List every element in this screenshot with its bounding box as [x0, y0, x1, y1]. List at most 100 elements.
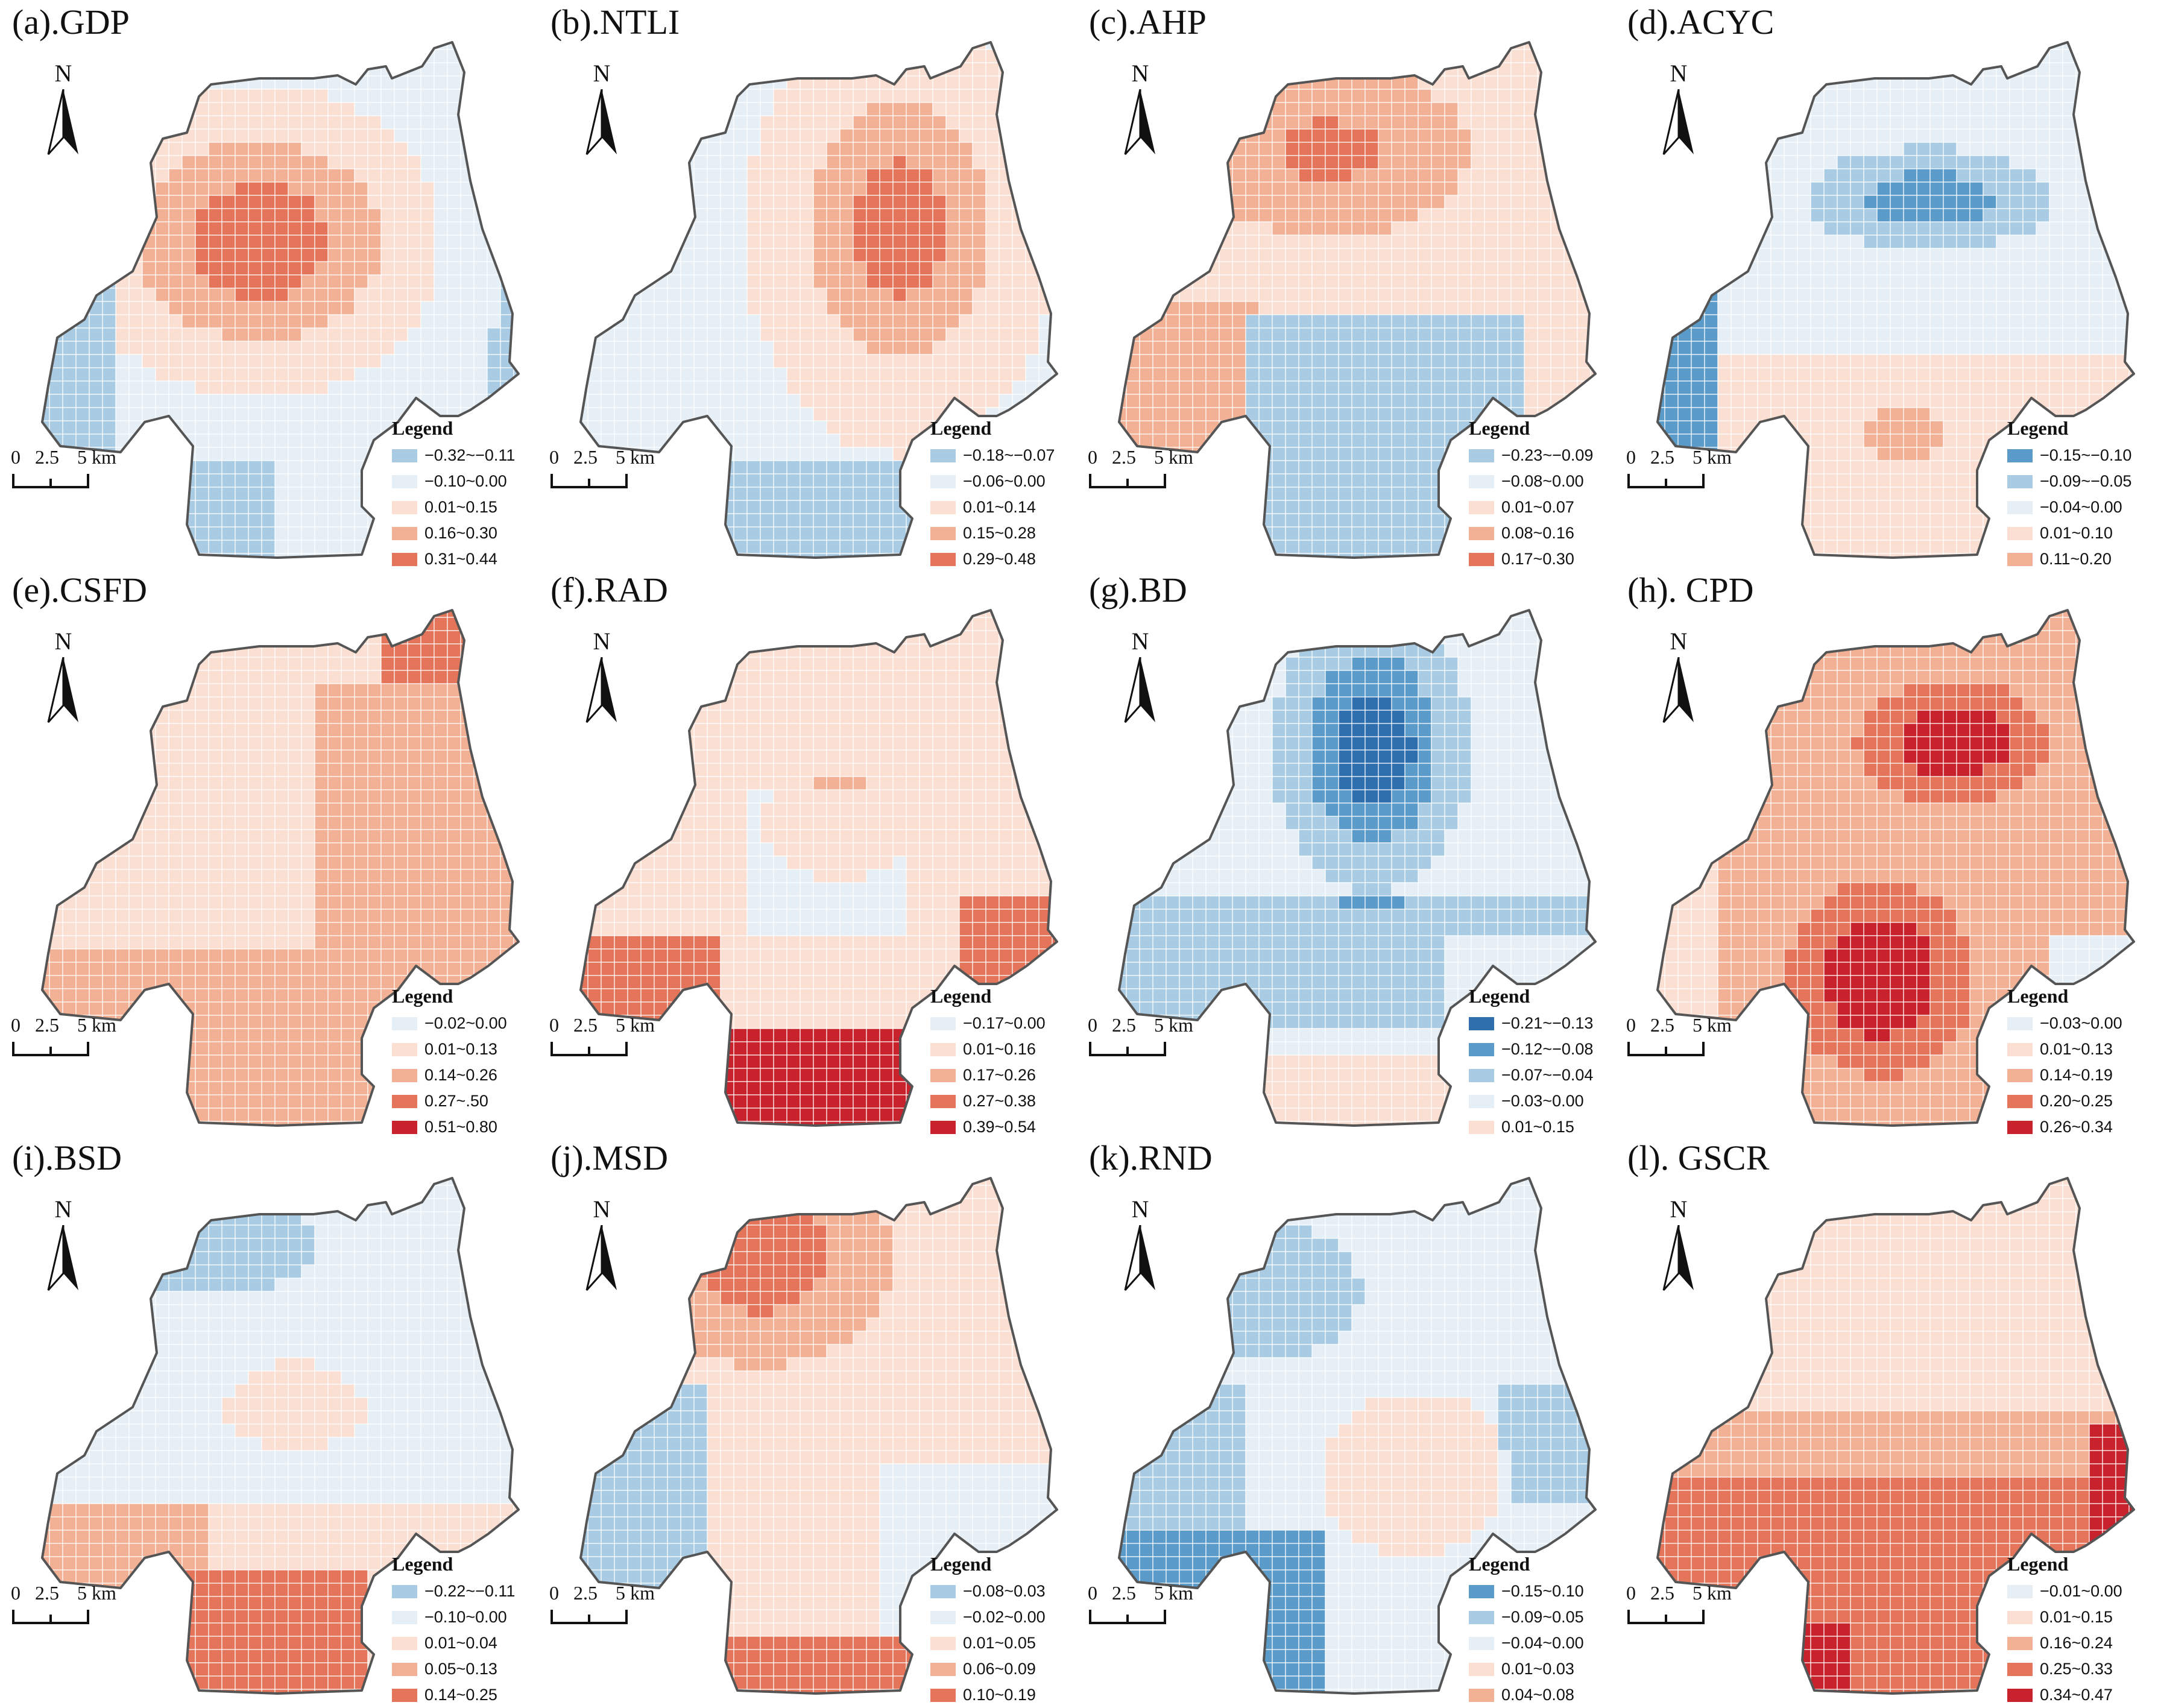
grid-cell — [367, 314, 382, 329]
grid-cell — [813, 500, 827, 514]
grid-cell — [367, 248, 382, 262]
grid-cell — [879, 540, 894, 554]
grid-cell — [1378, 487, 1392, 501]
grid-cell — [2009, 42, 2024, 50]
grid-cell — [341, 89, 355, 103]
grid-cell — [1311, 208, 1326, 222]
grid-cell — [1219, 540, 1233, 554]
grid-cell — [587, 394, 602, 408]
legend-item: 0.01~0.07 — [1469, 494, 1612, 520]
grid-cell — [1245, 540, 1260, 554]
grid-cell — [1298, 49, 1313, 63]
grid-cell — [1179, 407, 1193, 421]
grid-cell — [786, 181, 801, 196]
grid-cell — [341, 142, 355, 156]
grid-cell — [128, 235, 143, 249]
grid-cell — [1298, 460, 1313, 474]
grid-cell — [1444, 540, 1459, 554]
grid-cell — [142, 42, 156, 50]
grid-cell — [1298, 473, 1313, 488]
grid-cell — [128, 407, 143, 421]
grid-cell — [879, 473, 894, 488]
grid-cell — [667, 394, 681, 408]
grid-cell — [1590, 261, 1595, 276]
grid-cell — [274, 42, 289, 50]
grid-cell — [221, 513, 236, 528]
grid-cell — [786, 142, 801, 156]
grid-cell — [786, 49, 801, 63]
grid-cell — [341, 433, 355, 448]
grid-cell — [773, 49, 787, 63]
grid-cell — [1457, 115, 1472, 130]
grid-cell — [1325, 314, 1339, 329]
grid-cell — [640, 235, 655, 249]
grid-cell — [181, 367, 196, 382]
grid-cell — [301, 208, 315, 222]
grid-cell — [786, 526, 801, 541]
grid-cell — [301, 526, 315, 541]
grid-cell — [826, 274, 841, 289]
grid-cell — [288, 380, 302, 395]
grid-cell — [826, 354, 841, 368]
grid-cell — [168, 341, 183, 355]
grid-cell — [945, 155, 960, 169]
grid-cell — [1311, 235, 1326, 249]
grid-cell — [327, 221, 342, 236]
grid-cell — [341, 460, 355, 474]
grid-cell — [1245, 235, 1260, 249]
grid-cell — [813, 195, 827, 209]
grid-cell — [1471, 301, 1485, 315]
grid-cell — [1038, 42, 1053, 50]
grid-cell — [261, 354, 276, 368]
grid-cell — [1272, 248, 1286, 262]
grid-cell — [1590, 75, 1595, 90]
grid-cell — [513, 102, 519, 116]
grid-cell — [89, 248, 103, 262]
grid-cell — [1784, 155, 1798, 169]
grid-cell — [1245, 341, 1260, 355]
grid-cell — [1232, 447, 1246, 461]
grid-cell — [1457, 314, 1472, 329]
grid-cell — [1311, 115, 1326, 130]
grid-cell — [1929, 142, 1944, 156]
map-panel: (a).GDP N 0 2.5 5 km Legend −0.32~−0.11 −0.10~0… — [0, 0, 535, 568]
grid-cell — [434, 367, 448, 382]
grid-cell — [760, 433, 774, 448]
grid-cell — [919, 89, 933, 103]
grid-cell — [1166, 128, 1180, 143]
grid-cell — [128, 513, 143, 528]
grid-cell — [89, 62, 103, 77]
grid-cell — [341, 420, 355, 435]
grid-cell — [208, 235, 222, 249]
grid-cell — [155, 553, 169, 558]
grid-cell — [1378, 235, 1392, 249]
grid-cell — [115, 540, 130, 554]
grid-cell — [208, 301, 222, 315]
grid-cell — [866, 168, 880, 183]
grid-cell — [1444, 553, 1459, 558]
grid-cell — [341, 354, 355, 368]
grid-cell — [274, 327, 289, 342]
grid-cell — [932, 235, 947, 249]
grid-cell — [1012, 75, 1026, 90]
grid-cell — [1245, 513, 1260, 528]
grid-cell — [1418, 274, 1432, 289]
grid-cell — [1152, 380, 1167, 395]
grid-cell — [839, 301, 854, 315]
grid-cell — [906, 221, 920, 236]
grid-cell — [248, 195, 262, 209]
grid-cell — [640, 301, 655, 315]
grid-cell — [1823, 115, 1838, 130]
grid-cell — [155, 301, 169, 315]
grid-cell — [1916, 142, 1931, 156]
grid-cell — [473, 155, 488, 169]
grid-cell — [813, 155, 827, 169]
grid-cell — [906, 420, 920, 435]
grid-cell — [1431, 274, 1445, 289]
grid-cell — [1258, 49, 1273, 63]
grid-cell — [693, 460, 708, 474]
grid-cell — [460, 115, 475, 130]
grid-cell — [826, 460, 841, 474]
grid-cell — [693, 75, 708, 90]
grid-cell — [513, 49, 519, 63]
